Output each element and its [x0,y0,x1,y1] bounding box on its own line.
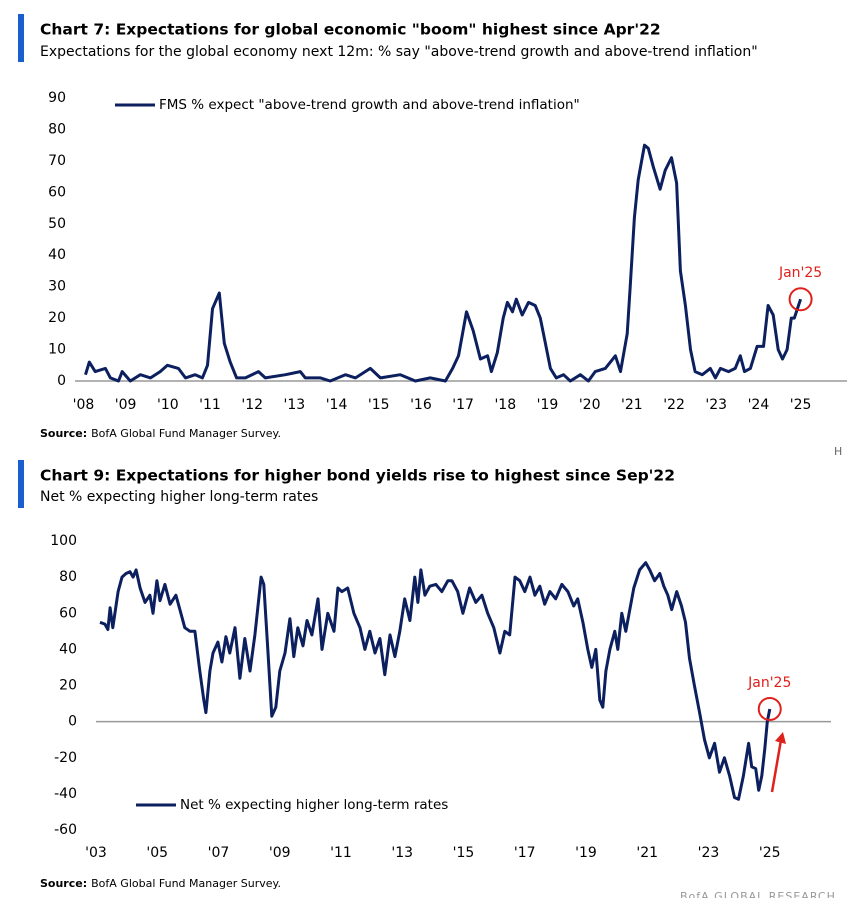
source-label: Source: [40,427,87,440]
x-tick-label: '15 [453,845,475,861]
accent-bar [18,14,24,62]
x-tick-label: '10 [157,397,179,413]
x-tick-label: '23 [705,397,727,413]
source-text: BofA Global Fund Manager Survey. [91,877,281,890]
y-tick-label: 20 [48,310,66,326]
source-note: Source: BofA Global Fund Manager Survey. [40,427,281,440]
x-tick-label: '08 [73,397,95,413]
y-tick-label: 10 [48,342,66,358]
y-tick-label: 80 [48,121,66,137]
legend-label: FMS % expect "above-trend growth and abo… [159,97,580,113]
y-tick-label: 30 [48,279,66,295]
y-tick-label: 60 [59,605,77,621]
x-tick-label: '15 [368,397,390,413]
x-tick-label: '13 [284,397,306,413]
data-line [84,143,803,383]
legend-label: Net % expecting higher long-term rates [180,797,448,813]
chart-title: Chart 7: Expectations for global economi… [40,21,661,39]
x-tick-label: '22 [663,397,685,413]
y-tick-label: 100 [50,533,77,549]
x-tick-label: '24 [748,397,770,413]
x-tick-label: '17 [514,845,536,861]
x-tick-label: '19 [575,845,597,861]
y-tick-label: 40 [59,641,77,657]
y-tick-label: 90 [48,90,66,106]
x-tick-label: '25 [790,397,812,413]
x-tick-label: '23 [698,845,720,861]
y-tick-label: -20 [54,750,77,766]
x-tick-label: '16 [410,397,432,413]
y-tick-label: 80 [59,569,77,585]
x-tick-label: '21 [621,397,643,413]
y-tick-label: 40 [48,247,66,263]
x-tick-label: '21 [636,845,658,861]
corner-mark: H [834,445,842,458]
chart-subtitle: Net % expecting higher long-term rates [40,489,318,505]
y-tick-label: 0 [57,373,66,389]
annotation-circle [757,696,782,721]
data-line [99,561,772,801]
footer: BofA GLOBAL RESEARCH [680,890,836,898]
y-tick-label: 60 [48,184,66,200]
arrow [770,739,783,793]
x-tick-label: '11 [330,845,352,861]
chart-subtitle: Expectations for the global economy next… [40,44,758,60]
x-tick-label: '25 [759,845,781,861]
x-tick-label: '07 [208,845,230,861]
x-tick-label: '14 [326,397,348,413]
x-tick-label: '03 [85,845,107,861]
x-tick-label: '18 [494,397,516,413]
y-tick-label: 0 [68,714,77,730]
annotation: Jan'25 [778,265,822,281]
x-tick-label: '09 [115,397,137,413]
y-tick-label: 50 [48,216,66,232]
x-tick-label: '17 [452,397,474,413]
source-note: Source: BofA Global Fund Manager Survey. [40,877,281,890]
arrow-head [775,732,786,744]
source-label: Source: [40,877,87,890]
accent-bar [18,460,24,508]
x-tick-label: '11 [199,397,221,413]
x-tick-label: '09 [269,845,291,861]
y-tick-label: 20 [59,678,77,694]
x-tick-label: '13 [391,845,413,861]
x-tick-label: '05 [146,845,168,861]
y-tick-label: 70 [48,153,66,169]
annotation: Jan'25 [747,675,791,691]
source-text: BofA Global Fund Manager Survey. [91,427,281,440]
chart-title: Chart 9: Expectations for higher bond yi… [40,467,675,485]
y-tick-label: -60 [54,822,77,838]
y-tick-label: -40 [54,786,77,802]
x-tick-label: '12 [241,397,263,413]
x-tick-label: '20 [579,397,601,413]
x-tick-label: '19 [537,397,559,413]
annotation-circle [788,287,813,312]
